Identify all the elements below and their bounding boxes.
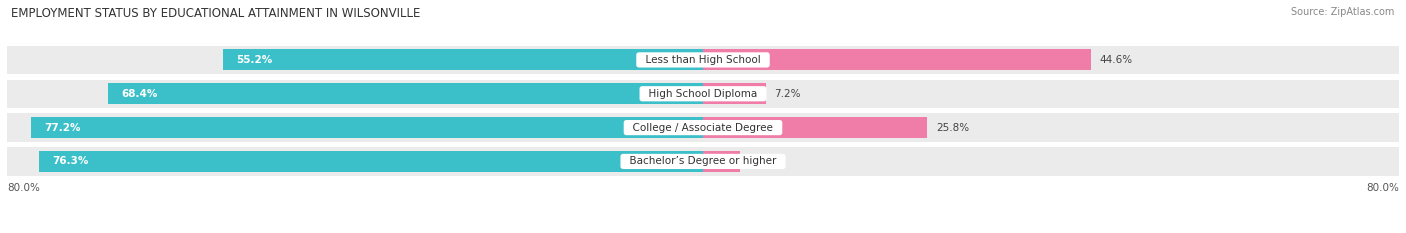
Bar — [39, 151, 703, 172]
Bar — [703, 49, 1091, 70]
Text: 80.0%: 80.0% — [1367, 183, 1399, 193]
Bar — [703, 117, 928, 138]
Text: 76.3%: 76.3% — [52, 156, 89, 166]
Text: 77.2%: 77.2% — [45, 123, 82, 133]
Text: 25.8%: 25.8% — [936, 123, 969, 133]
Bar — [7, 46, 1399, 74]
Text: 68.4%: 68.4% — [121, 89, 157, 99]
Text: 4.2%: 4.2% — [748, 156, 775, 166]
Bar — [31, 117, 703, 138]
Text: 80.0%: 80.0% — [7, 183, 39, 193]
Bar — [703, 83, 766, 104]
Bar — [7, 79, 1399, 108]
Bar — [7, 147, 1399, 176]
Text: High School Diploma: High School Diploma — [643, 89, 763, 99]
Text: 44.6%: 44.6% — [1099, 55, 1133, 65]
Text: College / Associate Degree: College / Associate Degree — [626, 123, 780, 133]
Bar — [703, 151, 740, 172]
Bar — [7, 113, 1399, 142]
Bar — [222, 49, 703, 70]
Text: EMPLOYMENT STATUS BY EDUCATIONAL ATTAINMENT IN WILSONVILLE: EMPLOYMENT STATUS BY EDUCATIONAL ATTAINM… — [11, 7, 420, 20]
Text: 7.2%: 7.2% — [775, 89, 801, 99]
Text: Source: ZipAtlas.com: Source: ZipAtlas.com — [1291, 7, 1395, 17]
Bar — [108, 83, 703, 104]
Text: Less than High School: Less than High School — [638, 55, 768, 65]
Text: 55.2%: 55.2% — [236, 55, 273, 65]
Text: Bachelor’s Degree or higher: Bachelor’s Degree or higher — [623, 156, 783, 166]
